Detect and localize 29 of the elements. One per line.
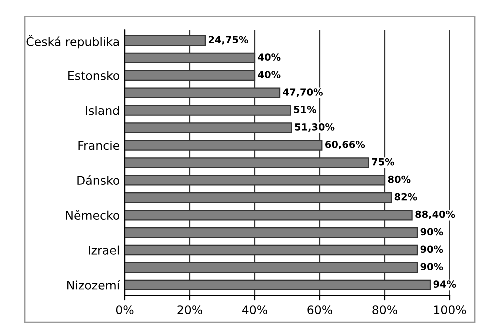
x-tick-label: 20% xyxy=(178,306,202,315)
data-label: 47,70% xyxy=(283,88,323,98)
data-label: 60,66% xyxy=(326,140,366,150)
data-label: 90% xyxy=(420,228,444,236)
data-label: 51% xyxy=(294,106,316,114)
data-label: 24,75% xyxy=(208,36,248,45)
data-label: 82% xyxy=(394,193,418,201)
y-tick-label: Francie xyxy=(78,141,120,150)
y-tick-label: Izrael xyxy=(88,246,120,255)
x-tick-label: 40% xyxy=(242,306,268,315)
data-label: 94% xyxy=(434,280,456,288)
y-tick-label: Island xyxy=(86,106,120,116)
x-tick-label: 80% xyxy=(372,306,398,315)
x-tick-label: 100% xyxy=(434,306,466,315)
y-tick-label: Německo xyxy=(66,210,120,220)
data-label: 80% xyxy=(388,176,411,184)
data-label: 88,40% xyxy=(416,210,456,220)
data-label: 75% xyxy=(372,158,394,166)
x-tick-label: 60% xyxy=(308,306,332,315)
data-label: 51,30% xyxy=(295,124,335,132)
x-tick-label: 0% xyxy=(116,306,134,315)
y-tick-label: Estonsko xyxy=(68,71,120,80)
data-label: 90% xyxy=(420,263,444,271)
y-tick-label: Dánsko xyxy=(78,175,120,186)
data-label: 40% xyxy=(258,71,281,78)
y-tick-label: Nizozemí xyxy=(68,280,120,290)
y-tick-label: Česká republika xyxy=(26,35,120,49)
data-label: 90% xyxy=(420,246,444,254)
data-label: 40% xyxy=(258,54,281,61)
